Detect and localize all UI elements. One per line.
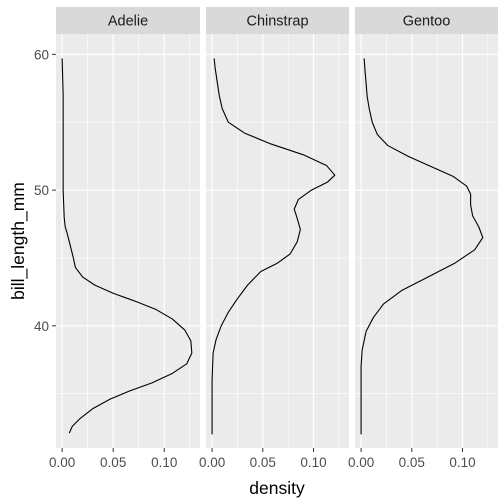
density-curve-adelie	[61, 58, 193, 434]
facet-strip-chinstrap	[206, 7, 349, 34]
y-axis-title: bill_length_mm	[8, 182, 29, 300]
x-tick-label: 0.05	[100, 455, 126, 470]
facet-label-gentoo: Gentoo	[403, 14, 451, 30]
panel-background	[56, 34, 200, 448]
facet-label-adelie: Adelie	[108, 14, 148, 30]
x-tick-label: 0.00	[348, 455, 374, 470]
x-tick-label: 0.10	[151, 455, 177, 470]
panel-background	[355, 34, 498, 448]
x-tick-label: 0.00	[199, 455, 225, 470]
y-tick-label: 40	[34, 319, 49, 334]
y-tick-label: 60	[34, 47, 49, 62]
panel-background	[206, 34, 349, 448]
density-curve-chinstrap	[211, 58, 336, 435]
facet-panel-gentoo: Gentoo 0.00 0.05 0.10	[348, 7, 498, 470]
x-axis-title: density	[249, 478, 305, 498]
facet-panel-chinstrap: Chinstrap 0.00 0.05 0.10	[199, 7, 349, 470]
x-tick-label: 0.10	[300, 455, 326, 470]
facet-label-chinstrap: Chinstrap	[246, 14, 308, 30]
x-tick-label: 0.00	[49, 455, 75, 470]
y-tick-label: 50	[34, 183, 49, 198]
facet-strip-gentoo	[355, 7, 498, 34]
x-tick-label: 0.05	[399, 455, 425, 470]
facet-panel-adelie: Adelie 0.00 0.05 0.10	[49, 7, 200, 470]
x-tick-label: 0.10	[449, 455, 475, 470]
x-tick-label: 0.05	[250, 455, 276, 470]
facet-strip-adelie	[56, 7, 200, 34]
density-curve-gentoo	[360, 58, 484, 435]
